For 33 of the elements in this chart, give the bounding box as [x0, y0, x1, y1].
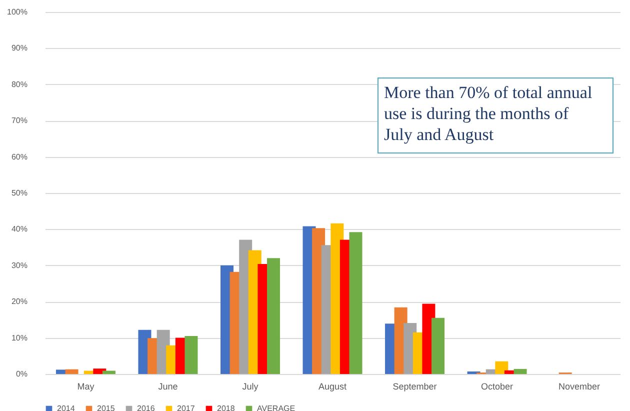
x-tick-label: July — [242, 382, 259, 392]
bar — [266, 258, 280, 374]
y-tick-label: 90% — [11, 44, 28, 53]
y-tick-label: 20% — [11, 297, 28, 306]
legend-label: 2017 — [177, 404, 196, 411]
legend-label: 2018 — [217, 404, 236, 411]
x-tick-label: November — [558, 382, 600, 392]
y-tick-label: 100% — [7, 8, 28, 16]
x-tick-label: August — [318, 382, 348, 392]
x-tick-label: June — [158, 382, 178, 392]
y-tick-label: 0% — [16, 370, 28, 378]
legend-label: AVERAGE — [257, 404, 296, 411]
y-tick-label: 30% — [11, 260, 28, 270]
bar — [102, 370, 116, 374]
y-tick-label: 50% — [11, 188, 28, 198]
bar — [349, 232, 362, 374]
bar — [495, 361, 508, 374]
x-tick-label: October — [481, 382, 514, 392]
annotation: More than 70% of total annual use is during the months of July and August — [384, 83, 592, 144]
x-tick-label: May — [77, 382, 95, 392]
legend-label: 2015 — [97, 404, 116, 411]
x-tick-label: September — [392, 382, 437, 392]
bar — [432, 318, 445, 374]
legend-label: 2014 — [57, 404, 76, 411]
y-tick-label: 10% — [11, 333, 28, 342]
y-tick-label: 70% — [11, 116, 28, 126]
y-tick-label: 80% — [11, 80, 28, 89]
y-tick-label: 60% — [11, 152, 28, 162]
bar — [514, 368, 527, 374]
legend-label: 2016 — [137, 404, 156, 411]
bar — [184, 336, 198, 374]
bar — [65, 369, 78, 374]
y-tick-label: 40% — [11, 224, 28, 234]
